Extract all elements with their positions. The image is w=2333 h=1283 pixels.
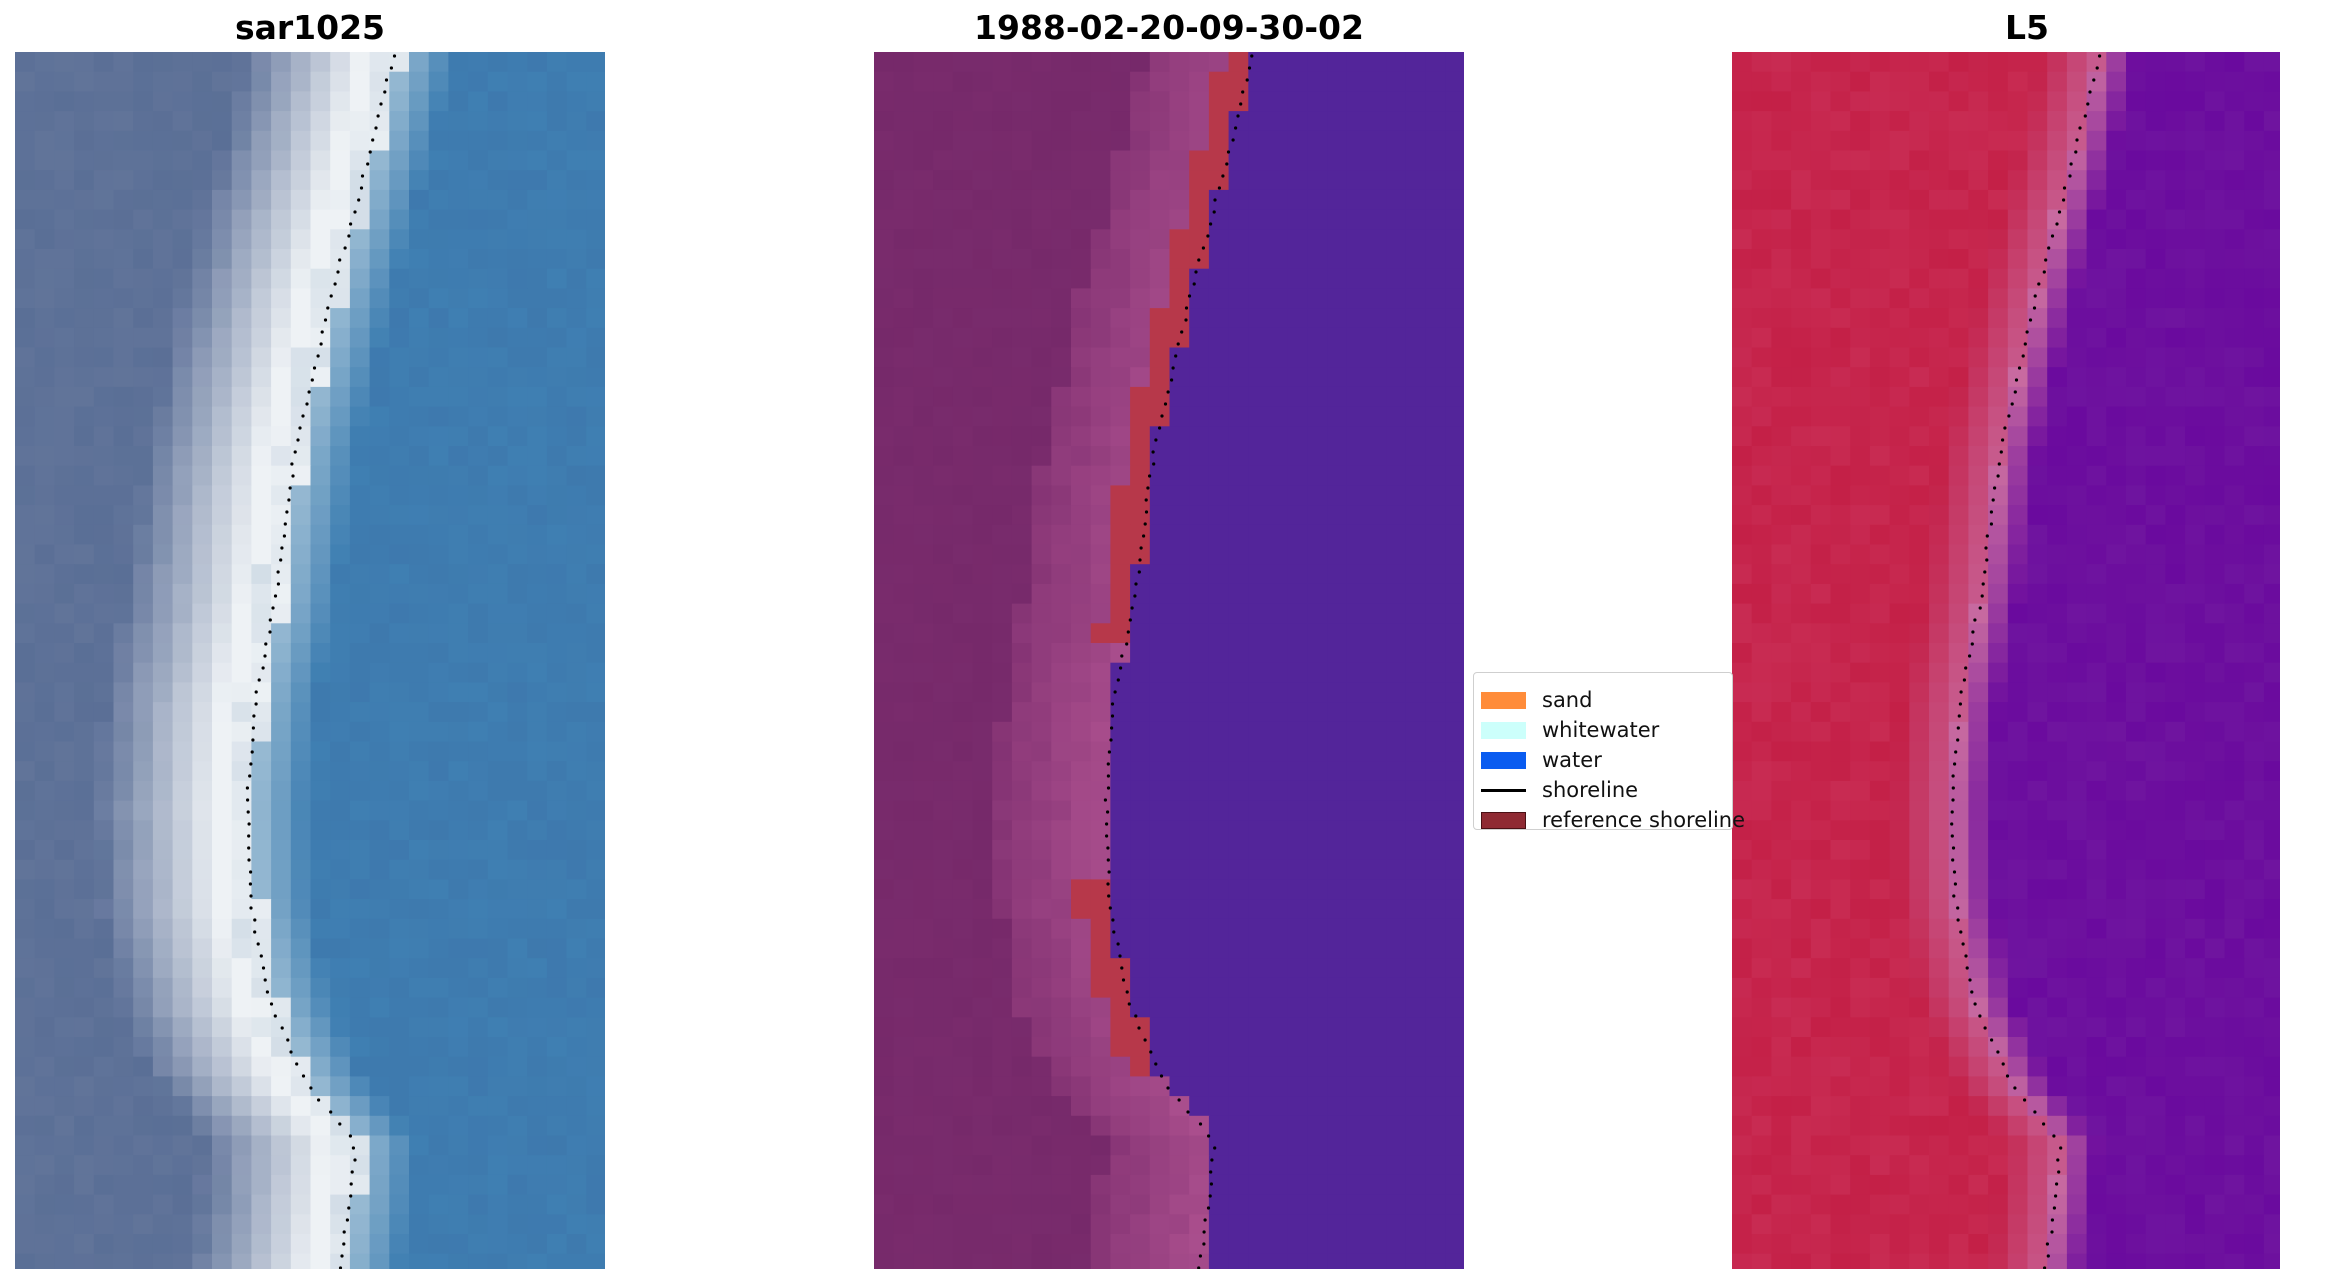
legend-label-reference-shoreline: reference shoreline [1542, 808, 1746, 832]
classification-panel [874, 52, 1464, 1269]
rgb-image-panel [15, 52, 605, 1269]
legend-swatch-sand [1481, 691, 1526, 709]
classification-image [874, 52, 1464, 1269]
legend-label-whitewater: whitewater [1542, 718, 1660, 742]
index-image [1732, 52, 2280, 1269]
legend-swatch-whitewater [1481, 721, 1526, 739]
panel-title-classification: 1988-02-20-09-30-02 [974, 8, 1364, 47]
raster-pixels [1732, 52, 2280, 1269]
shoreline-dots [1103, 54, 1254, 1269]
legend-label-shoreline: shoreline [1542, 778, 1639, 802]
raster-pixels [15, 52, 605, 1269]
shoreline-dots [245, 54, 397, 1269]
panel-title-index: L5 [2005, 8, 2049, 47]
legend-item-reference-shoreline: reference shoreline [1481, 808, 1745, 832]
panel-title-rgb: sar1025 [234, 8, 386, 47]
legend: sand whitewater water shoreline referenc… [1473, 672, 1745, 832]
index-panel [1732, 52, 2280, 1269]
legend-item-shoreline: shoreline [1481, 778, 1638, 802]
legend-line-shoreline [1481, 788, 1526, 792]
legend-swatch-reference-shoreline [1481, 811, 1526, 829]
legend-item-whitewater: whitewater [1481, 718, 1659, 742]
legend-label-water: water [1542, 748, 1602, 772]
legend-label-sand: sand [1542, 688, 1593, 712]
raster-pixels [874, 52, 1464, 1269]
rgb-image [15, 52, 605, 1269]
legend-item-sand: sand [1481, 688, 1592, 712]
shoreline-dots [1950, 54, 2102, 1269]
legend-item-water: water [1481, 748, 1602, 772]
legend-swatch-water [1481, 751, 1526, 769]
